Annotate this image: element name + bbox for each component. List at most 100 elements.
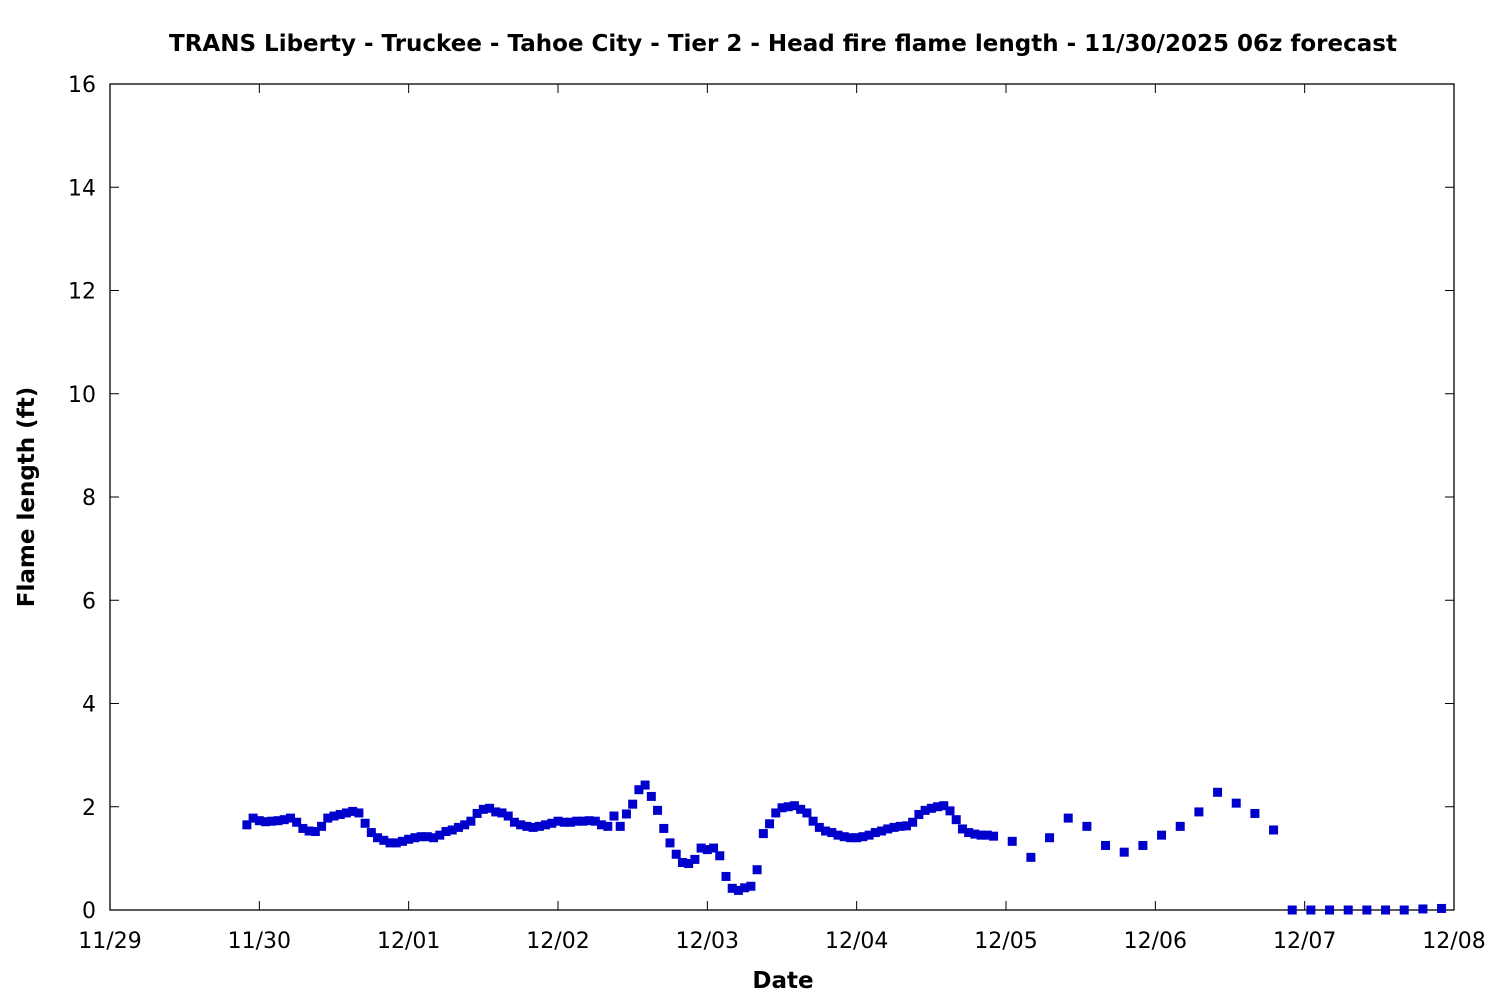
data-point: [1119, 847, 1129, 857]
data-point: [1007, 836, 1017, 846]
data-point: [1437, 903, 1447, 913]
data-point: [285, 813, 295, 823]
data-point: [914, 809, 924, 819]
data-point: [429, 833, 439, 843]
x-tick-label: 12/03: [676, 929, 739, 954]
data-point: [491, 807, 501, 817]
data-point: [422, 832, 432, 842]
data-point: [696, 843, 706, 853]
data-point: [248, 813, 258, 823]
data-point: [970, 829, 980, 839]
data-point: [267, 816, 277, 826]
data-point: [684, 859, 694, 869]
data-point: [242, 820, 252, 830]
data-point: [323, 813, 333, 823]
data-point: [665, 838, 675, 848]
data-point: [628, 799, 638, 809]
data-point: [1213, 787, 1223, 797]
data-point: [646, 791, 656, 801]
data-point: [833, 830, 843, 840]
data-point: [920, 805, 930, 815]
data-point: [385, 838, 395, 848]
chart-title: TRANS Liberty - Truckee - Tahoe City - T…: [169, 31, 1397, 57]
data-point: [789, 801, 799, 811]
data-point: [989, 831, 999, 841]
data-point: [1269, 825, 1279, 835]
data-point: [597, 820, 607, 830]
data-point: [348, 806, 358, 816]
data-point: [752, 865, 762, 875]
data-point: [808, 816, 818, 826]
data-point: [516, 820, 526, 830]
data-point: [858, 832, 868, 842]
data-point: [702, 845, 712, 855]
data-point: [1082, 821, 1092, 831]
data-points: [242, 780, 1447, 915]
data-point: [509, 817, 519, 827]
data-point: [1287, 905, 1297, 915]
x-tick-label: 12/08: [1422, 929, 1485, 954]
data-point: [485, 803, 495, 813]
data-point: [733, 885, 743, 895]
data-point: [354, 808, 364, 818]
data-point: [964, 828, 974, 838]
data-point: [553, 816, 563, 826]
data-point: [777, 803, 787, 813]
data-point: [1231, 798, 1241, 808]
data-point: [341, 808, 351, 818]
data-point: [528, 822, 538, 832]
data-point: [1306, 905, 1316, 915]
data-point: [870, 828, 880, 838]
data-point: [877, 826, 887, 836]
data-point: [534, 821, 544, 831]
data-point: [908, 817, 918, 827]
data-point: [447, 825, 457, 835]
data-point: [1250, 808, 1260, 818]
data-point: [765, 819, 775, 829]
data-point: [441, 827, 451, 837]
data-point: [522, 821, 532, 831]
data-point: [547, 818, 557, 828]
data-point: [453, 822, 463, 832]
data-point: [690, 854, 700, 864]
data-point: [709, 843, 719, 853]
y-tick-label: 0: [82, 899, 96, 924]
data-point: [1325, 905, 1335, 915]
data-point: [292, 817, 302, 827]
y-axis-label: Flame length (ft): [14, 387, 40, 607]
data-point: [304, 826, 314, 836]
data-point: [310, 827, 320, 837]
data-point: [640, 780, 650, 790]
data-point: [460, 820, 470, 830]
plot-frame: [109, 83, 1455, 911]
data-point: [933, 802, 943, 812]
x-tick-label: 12/01: [377, 929, 440, 954]
data-point: [758, 829, 768, 839]
data-point: [727, 883, 737, 893]
y-tick-label: 6: [82, 589, 96, 614]
data-point: [889, 822, 899, 832]
y-tick-label: 10: [68, 383, 96, 408]
data-point: [478, 804, 488, 814]
data-point: [472, 808, 482, 818]
data-point: [578, 816, 588, 826]
data-point: [883, 824, 893, 834]
data-point: [821, 826, 831, 836]
x-tick-label: 11/29: [78, 929, 141, 954]
data-point: [1194, 807, 1204, 817]
data-point: [559, 817, 569, 827]
data-point: [435, 830, 445, 840]
data-point: [796, 804, 806, 814]
x-tick-label: 12/07: [1273, 929, 1336, 954]
data-point: [335, 809, 345, 819]
data-point: [939, 801, 949, 811]
data-point: [845, 833, 855, 843]
data-point: [1138, 840, 1148, 850]
data-point: [783, 802, 793, 812]
y-tick-label: 12: [68, 280, 96, 305]
data-point: [677, 858, 687, 868]
data-point: [329, 811, 339, 821]
data-point: [366, 828, 376, 838]
